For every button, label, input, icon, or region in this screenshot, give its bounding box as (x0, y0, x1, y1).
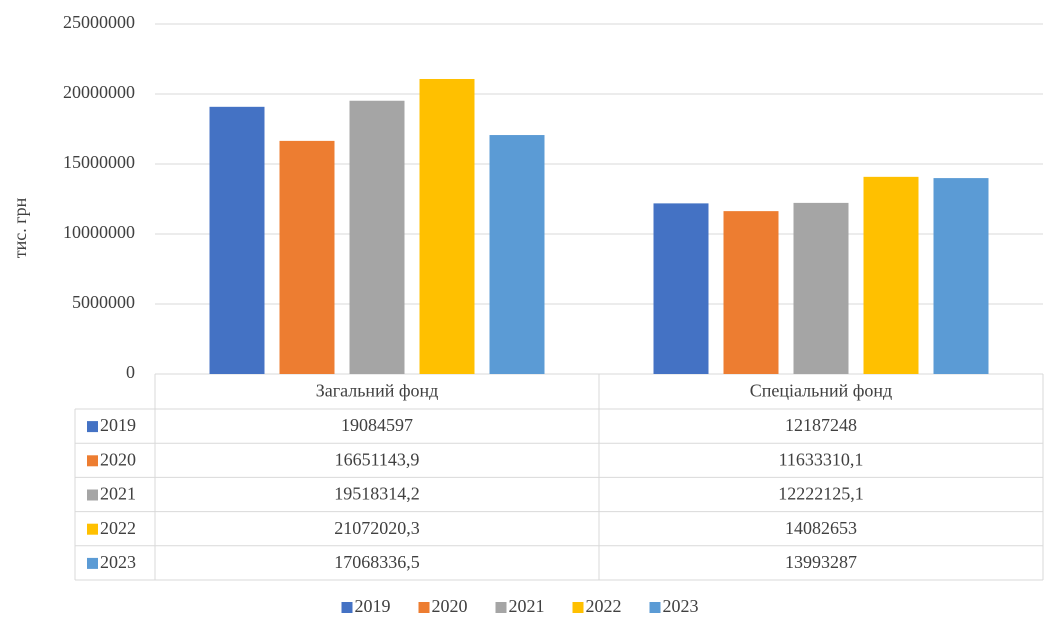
legend-key (87, 455, 98, 467)
table-cell: 12222125,1 (778, 484, 864, 504)
bar (863, 176, 919, 374)
table-cell: 13993287 (785, 552, 857, 572)
table-cell: 19518314,2 (334, 484, 420, 504)
table-cell: 12187248 (785, 415, 857, 435)
bar (933, 178, 989, 374)
bar (793, 202, 849, 374)
bar (489, 135, 545, 374)
legend-key (572, 602, 584, 613)
bar (723, 211, 779, 374)
legend-label: 2020 (432, 596, 468, 616)
legend-key (87, 489, 98, 501)
table-cell: 17068336,5 (334, 552, 420, 572)
legend-label: 2019 (355, 596, 391, 616)
y-tick-label: 0 (126, 362, 135, 382)
y-tick-label: 20000000 (63, 82, 135, 102)
table-cell: 21072020,3 (334, 518, 420, 538)
legend-key (87, 421, 98, 433)
bar (279, 140, 335, 374)
legend-label: 2021 (509, 596, 545, 616)
bar (419, 78, 475, 375)
bar (653, 203, 709, 374)
y-tick-label: 25000000 (63, 12, 135, 32)
y-tick-label: 15000000 (63, 152, 135, 172)
legend-key (418, 602, 430, 613)
table-cell: 11633310,1 (779, 449, 864, 469)
y-tick-label: 10000000 (63, 222, 135, 242)
table-row-label: 2020 (100, 449, 136, 469)
bar (349, 100, 405, 375)
table-row-label: 2022 (100, 518, 136, 538)
legend-key (495, 602, 507, 613)
y-axis-title: тис. грн (10, 197, 30, 258)
bar (209, 106, 265, 374)
legend-key (87, 557, 98, 569)
legend-label: 2023 (663, 596, 699, 616)
x-tick-label: Загальний фонд (316, 381, 439, 401)
legend-label: 2022 (586, 596, 622, 616)
legend-key (87, 523, 98, 535)
y-tick-label: 5000000 (72, 292, 135, 312)
table-row-label: 2021 (100, 484, 136, 504)
legend-key (341, 602, 353, 613)
x-tick-label: Спеціальний фонд (750, 381, 892, 401)
table-row-label: 2019 (100, 415, 136, 435)
table-row-label: 2023 (100, 552, 136, 572)
table-cell: 14082653 (785, 518, 857, 538)
table-cell: 16651143,9 (335, 449, 420, 469)
table-cell: 19084597 (341, 415, 413, 435)
legend-key (649, 602, 661, 613)
